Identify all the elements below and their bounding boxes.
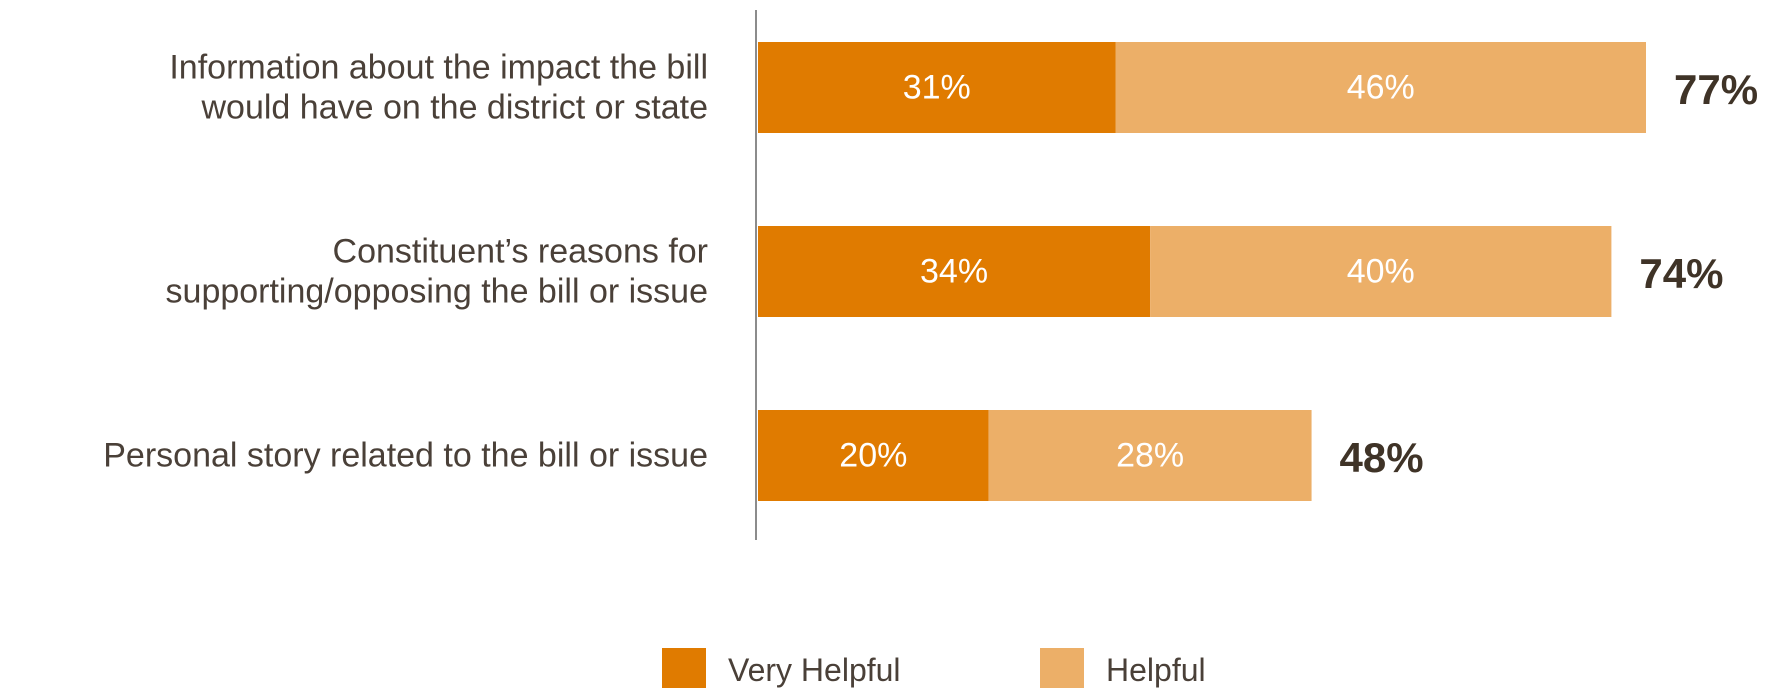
bar-value-label: 34% bbox=[920, 253, 988, 291]
category-label-line: would have on the district or state bbox=[201, 89, 709, 127]
bars: 31% 46% 34% 40% 20% 28% bbox=[758, 42, 1646, 501]
legend-label: Very Helpful bbox=[728, 652, 901, 688]
total-labels: 77% 74% 48% bbox=[1340, 66, 1759, 481]
category-label: Information about the impact the bill wou… bbox=[169, 49, 708, 127]
bar-segment-very-helpful bbox=[758, 42, 1116, 133]
bar-value-label: 28% bbox=[1116, 437, 1184, 475]
bar-value-label: 40% bbox=[1347, 253, 1415, 291]
bar-segment-helpful bbox=[1150, 226, 1612, 317]
category-labels: Information about the impact the bill wou… bbox=[103, 49, 708, 475]
category-label: Personal story related to the bill or is… bbox=[103, 437, 708, 475]
total-value-label: 74% bbox=[1639, 250, 1723, 297]
bar-segment-very-helpful bbox=[758, 410, 989, 501]
bar-value-label: 20% bbox=[839, 437, 907, 475]
category-label-line: Constituent’s reasons for bbox=[333, 233, 708, 271]
legend-swatch bbox=[662, 648, 706, 688]
bar-value-label: 46% bbox=[1347, 69, 1415, 107]
category-label-line: supporting/opposing the bill or issue bbox=[166, 273, 708, 311]
total-value-label: 77% bbox=[1674, 66, 1758, 113]
category-label-line: Information about the impact the bill bbox=[169, 49, 708, 87]
category-label-line: Personal story related to the bill or is… bbox=[103, 437, 708, 475]
bar-value-label: 31% bbox=[903, 69, 971, 107]
legend-swatch bbox=[1040, 648, 1084, 688]
total-value-label: 48% bbox=[1340, 434, 1424, 481]
bar-segment-very-helpful bbox=[758, 226, 1151, 317]
legend: Very Helpful Helpful bbox=[662, 648, 1206, 688]
legend-label: Helpful bbox=[1106, 652, 1206, 688]
bar-segment-helpful bbox=[988, 410, 1312, 501]
category-label: Constituent’s reasons for supporting/oppo… bbox=[166, 233, 708, 311]
bar-segment-helpful bbox=[1115, 42, 1646, 133]
